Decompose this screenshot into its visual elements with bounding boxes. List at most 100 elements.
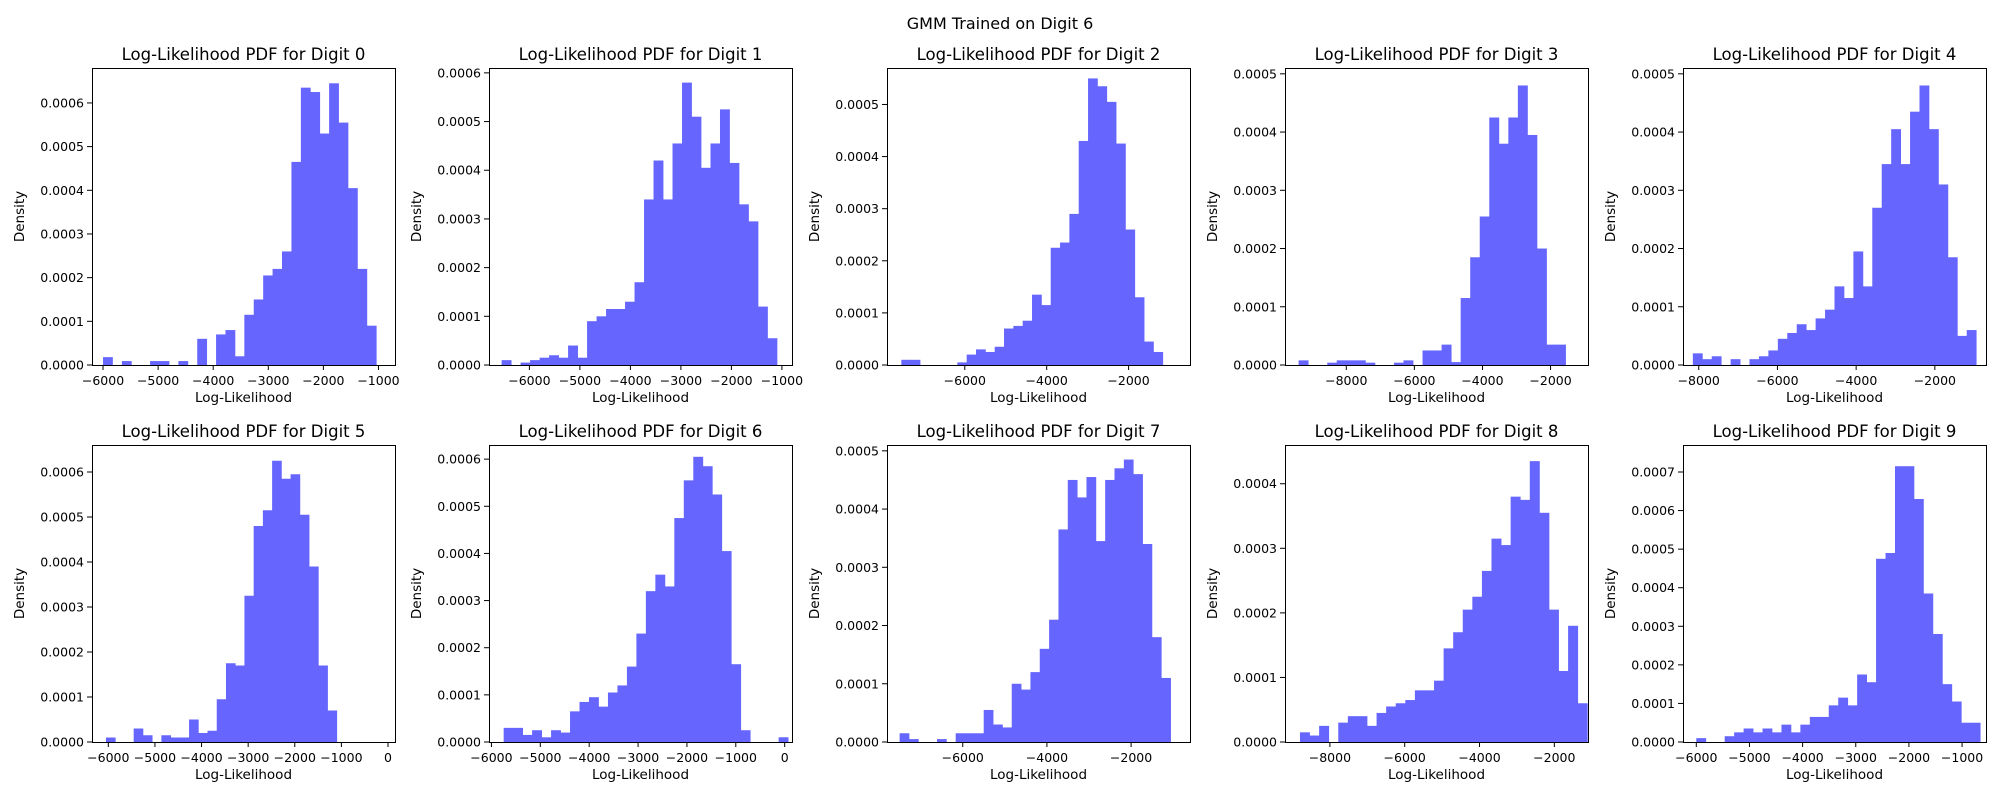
y-tick-label: 0.0002 <box>1631 657 1675 672</box>
axes-frame <box>1683 68 1987 366</box>
axes-frame <box>887 445 1191 743</box>
histogram-panel-1: −6000 −5000 −4000 −3000 −2000 −1000 0.0000 0.00… <box>409 45 803 406</box>
histogram-bar <box>318 665 328 742</box>
histogram-bar <box>1853 251 1864 365</box>
histogram-bar <box>1787 332 1798 365</box>
histogram-bar <box>170 737 181 742</box>
histogram-panel-9: −6000 −5000 −4000 −3000 −2000 −1000 0.0000 0.00… <box>1603 422 1987 783</box>
histogram-bar <box>234 356 245 365</box>
histogram-bar <box>198 733 208 742</box>
histogram-bar <box>740 730 751 742</box>
histogram-bar <box>596 316 607 365</box>
x-tick-label: −2000 <box>302 373 344 388</box>
histogram-bar <box>1336 360 1347 365</box>
histogram-bar <box>197 338 208 365</box>
histogram-bar <box>1116 143 1126 365</box>
histogram-bar <box>1696 738 1707 742</box>
histogram-bar <box>634 282 645 365</box>
y-tick-label: 0.0001 <box>40 314 84 329</box>
x-tick-label: −6000 <box>82 373 124 388</box>
panel-title: Log-Likelihood PDF for Digit 4 <box>1713 45 1957 64</box>
histogram-bar <box>1796 324 1807 365</box>
histogram-bar <box>1711 356 1722 365</box>
histogram-bar <box>1395 703 1406 742</box>
histogram-bar <box>993 724 1003 742</box>
histogram-panel-0: −6000 −5000 −4000 −3000 −2000 −1000 0.0000 0.00… <box>12 45 400 406</box>
axes-frame <box>1683 445 1987 743</box>
histogram-bar <box>966 354 977 365</box>
histogram-bar <box>1298 360 1309 365</box>
histogram-bar <box>1558 670 1569 742</box>
y-tick-label: 0.0005 <box>40 139 84 154</box>
histogram-bar <box>1004 328 1014 365</box>
x-tick-label: −4000 <box>180 750 222 765</box>
histogram-bar <box>1479 216 1490 365</box>
histogram-bar <box>757 306 768 365</box>
axes-frame <box>1285 68 1589 366</box>
histogram-bar <box>244 595 255 742</box>
x-tick-label: −3000 <box>247 373 289 388</box>
x-axis-label: Log-Likelihood <box>1786 767 1883 783</box>
histogram-bar <box>579 701 590 742</box>
x-tick-label: −5000 <box>137 373 179 388</box>
histogram-bar <box>1039 648 1050 742</box>
x-tick-label: −2000 <box>710 373 752 388</box>
y-tick-label: 0.0001 <box>40 690 84 705</box>
histogram-bar <box>1441 344 1452 365</box>
histogram-bar <box>1942 684 1953 742</box>
histogram-bar <box>1086 477 1097 742</box>
y-tick-label: 0.0007 <box>1631 465 1675 480</box>
histogram-bar <box>653 160 664 365</box>
histogram-bar <box>1443 648 1454 742</box>
histogram-bar <box>976 349 986 365</box>
histogram-bar <box>1806 330 1817 365</box>
histogram-bar <box>1928 129 1939 365</box>
panel-title: Log-Likelihood PDF for Digit 2 <box>917 45 1161 64</box>
histogram-bar <box>1904 466 1915 742</box>
histogram-bar <box>1777 338 1788 365</box>
histogram-bar <box>1527 134 1538 365</box>
histogram-bar <box>1957 335 1968 365</box>
histogram-bar <box>1970 722 1981 742</box>
histogram-bar <box>1434 680 1445 742</box>
histogram-bar <box>607 692 618 742</box>
histogram-bar <box>1002 727 1013 742</box>
x-tick-label: −2000 <box>1107 373 1149 388</box>
histogram-bar <box>598 706 609 742</box>
x-tick-label: −4000 <box>1026 750 1068 765</box>
y-tick-label: 0.0000 <box>40 735 84 750</box>
histogram-bar <box>1819 716 1830 742</box>
histogram-bar <box>133 728 144 742</box>
histogram-bar <box>159 361 170 365</box>
histogram-bar <box>1847 705 1858 742</box>
histogram-bar <box>1498 143 1509 365</box>
y-tick-label: 0.0000 <box>835 735 879 750</box>
histogram-panel-3: −8000 −6000 −4000 −2000 0.0000 0.0001 0.0002 0.… <box>1205 45 1589 406</box>
y-tick-label: 0.0003 <box>1233 541 1277 556</box>
x-tick-label: −4000 <box>568 750 610 765</box>
y-tick-label: 0.0002 <box>835 253 879 268</box>
histogram-bar <box>955 733 966 742</box>
histogram-bar <box>957 362 968 365</box>
y-tick-label: 0.0004 <box>835 502 879 517</box>
histogram-bar <box>587 321 597 365</box>
x-tick-label: −4000 <box>609 373 651 388</box>
histogram-bar <box>1088 78 1098 365</box>
panel-title: Log-Likelihood PDF for Digit 5 <box>122 422 366 441</box>
y-tick-label: 0.0004 <box>835 149 879 164</box>
x-tick-label: −3000 <box>227 750 269 765</box>
histogram-bar <box>366 325 377 365</box>
y-axis-label: Density <box>12 568 28 619</box>
histogram-bar <box>1548 609 1559 742</box>
histogram-bar <box>1913 499 1924 742</box>
histogram-bar <box>1961 722 1972 742</box>
x-tick-label: −5000 <box>559 373 601 388</box>
x-axis-label: Log-Likelihood <box>990 390 1087 406</box>
x-tick-label: −4000 <box>192 373 234 388</box>
histogram-bar <box>615 309 626 365</box>
y-tick-label: 0.0003 <box>1631 183 1675 198</box>
histogram-bar <box>513 727 524 742</box>
histogram-bar <box>1041 305 1052 365</box>
x-tick-label: −5000 <box>1728 750 1770 765</box>
histogram-bar <box>216 699 227 742</box>
